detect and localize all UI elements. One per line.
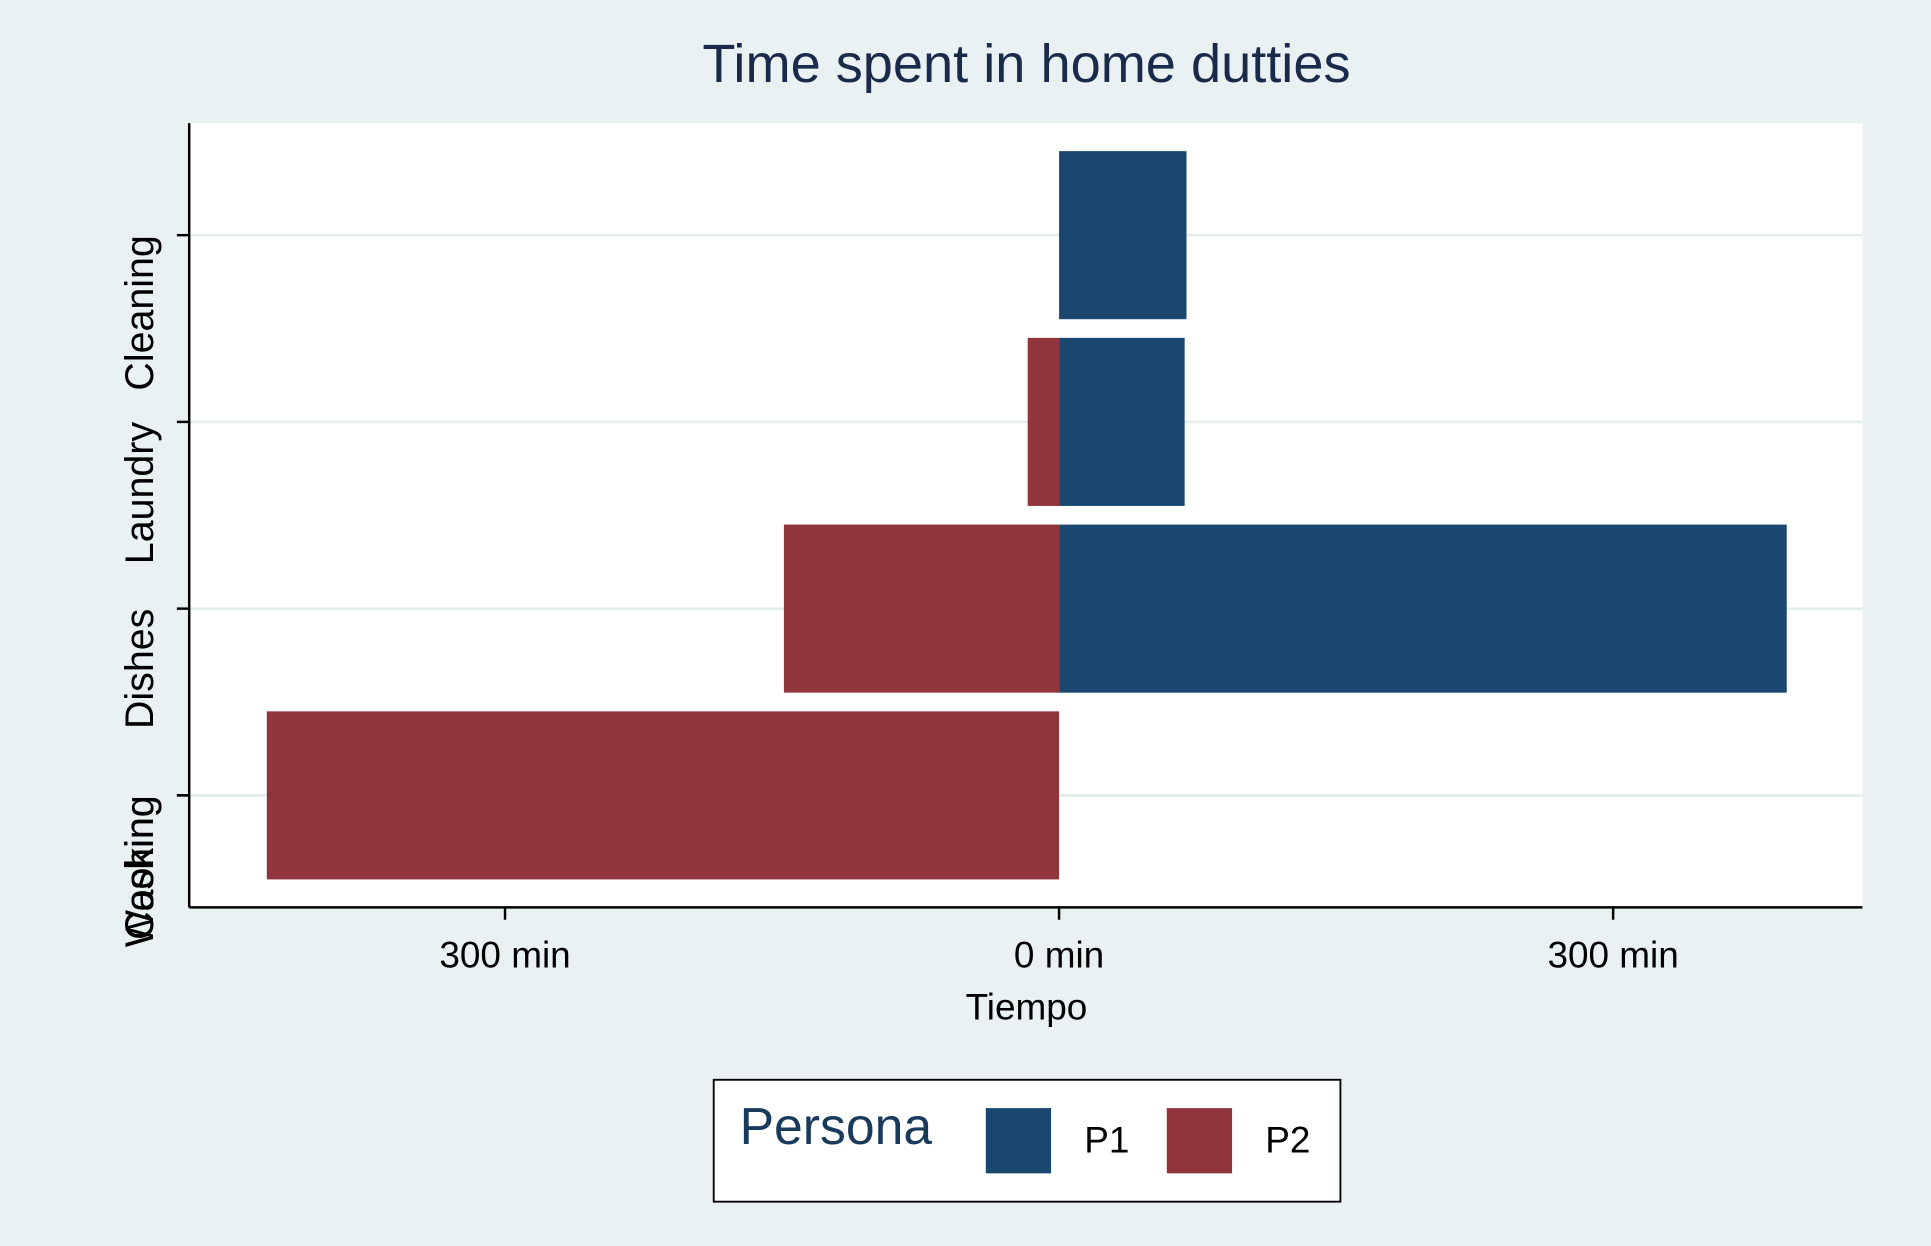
legend-label: P2	[1265, 1119, 1310, 1160]
y-tick-label: Laundry	[118, 422, 162, 565]
legend: P1 P2	[985, 1108, 1310, 1174]
bar	[266, 711, 1060, 880]
y-tick-label: Cooking	[118, 795, 162, 939]
chart-title: Time spent in home dutties	[702, 34, 1350, 94]
bar	[1059, 524, 1787, 693]
y-tick-label: Washing	[118, 795, 162, 947]
bar	[783, 524, 1060, 693]
bars	[266, 151, 1787, 880]
legend-swatch	[985, 1108, 1052, 1174]
x-tick-label: 300 min	[1547, 935, 1678, 976]
x-axis-label: Tiempo	[966, 986, 1088, 1027]
legend-title: Persona	[740, 1097, 933, 1155]
x-tick-label: 300 min	[439, 935, 570, 976]
bar	[1059, 337, 1185, 506]
legend-swatch	[1166, 1108, 1233, 1174]
y-tick-label: Cleaning	[118, 235, 162, 390]
x-tick-label: 0 min	[1014, 935, 1104, 976]
bar	[1027, 337, 1060, 506]
bar	[1059, 151, 1187, 320]
legend-label: P1	[1084, 1119, 1129, 1160]
y-tick-label: Dishes	[118, 609, 162, 729]
